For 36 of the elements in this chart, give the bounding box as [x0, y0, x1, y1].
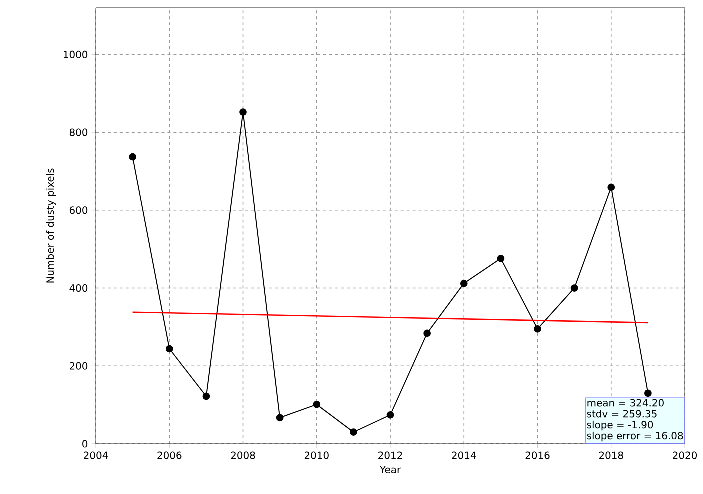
point [202, 392, 210, 400]
point [570, 284, 578, 292]
x-tick-label: 2012 [378, 452, 402, 460]
point [313, 400, 321, 408]
y-tick-label: 600 [70, 206, 88, 214]
annotation: slope = -1.90 [587, 420, 654, 431]
x-tick-label: 2008 [231, 452, 256, 460]
annotation: stdv = 259.35 [587, 410, 657, 418]
point [424, 330, 432, 338]
y-tick-label: 200 [70, 362, 88, 370]
point [276, 414, 284, 422]
point [460, 280, 468, 288]
point [497, 254, 505, 262]
point [534, 325, 542, 333]
y-tick-label: 1000 [64, 50, 88, 58]
y-tick-label: 400 [70, 284, 88, 292]
point [350, 428, 358, 436]
x-axis-title: Year [380, 466, 402, 474]
x-tick-label: 2014 [452, 452, 476, 460]
annotation: mean = 324.20 [588, 399, 664, 407]
annotation: slope error = 16.08 [587, 432, 684, 442]
x-tick-label: 2006 [158, 452, 182, 460]
point [644, 390, 652, 398]
point [240, 108, 247, 116]
point [608, 184, 616, 192]
x-tick-label: 2020 [673, 452, 698, 460]
x-tick-label: 2004 [84, 452, 108, 460]
point [166, 345, 174, 353]
x-tick-label: 2016 [526, 452, 550, 460]
point [386, 411, 394, 419]
x-tick-label: 2010 [304, 452, 329, 460]
y-tick-label: 800 [70, 128, 88, 136]
point [129, 153, 137, 161]
y-tick-label: 0 [82, 440, 88, 448]
y-axis-title: Number of dusty pixels [46, 168, 56, 283]
x-tick-label: 2018 [599, 452, 624, 460]
